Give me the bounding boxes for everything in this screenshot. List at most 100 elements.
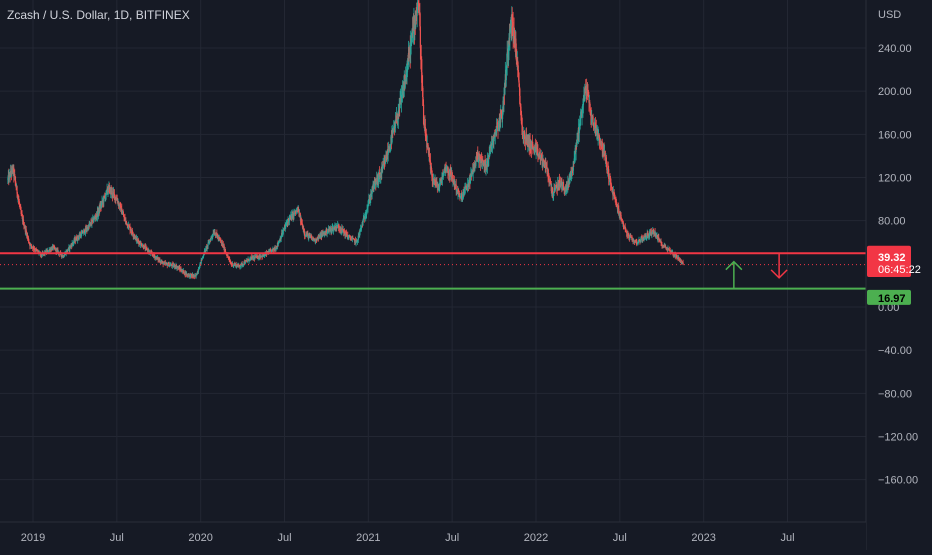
candle-body xyxy=(466,186,468,190)
candle-body xyxy=(203,254,205,256)
candle-body xyxy=(143,245,145,249)
candle-body xyxy=(275,249,277,251)
candle-body xyxy=(77,235,79,241)
candle-body xyxy=(458,193,461,195)
candle-body xyxy=(315,239,317,241)
candle-body xyxy=(682,262,684,265)
candle-body xyxy=(614,199,617,201)
candle-body xyxy=(35,249,37,250)
candle-body xyxy=(106,188,109,192)
candle-body xyxy=(547,175,550,180)
candle-body xyxy=(627,233,629,236)
candle-body xyxy=(228,258,230,259)
candle-body xyxy=(569,178,571,182)
candle-body xyxy=(167,264,169,266)
candle-body xyxy=(636,241,638,243)
candle-body xyxy=(481,159,483,162)
candle-body xyxy=(660,241,662,243)
candle-body xyxy=(201,258,203,260)
candle-body xyxy=(213,232,215,235)
candle-body xyxy=(339,228,341,230)
candle-body xyxy=(655,235,658,238)
candle-body xyxy=(632,238,634,241)
candle-body xyxy=(524,139,526,141)
candle-body xyxy=(255,255,257,258)
candle-body xyxy=(230,263,233,265)
candle-body xyxy=(360,227,362,229)
candle-body xyxy=(310,236,313,238)
candle-body xyxy=(555,185,557,189)
candle-body xyxy=(461,195,463,197)
candle-body xyxy=(22,219,25,226)
candle-body xyxy=(205,247,207,252)
candle-body xyxy=(415,13,417,16)
candle-body xyxy=(126,222,128,226)
candle-body xyxy=(515,54,517,61)
candle-body xyxy=(625,231,627,233)
candle-body xyxy=(180,269,182,271)
candle-body xyxy=(21,214,23,217)
candle-body xyxy=(250,256,252,258)
candle-body xyxy=(34,249,36,251)
candle-body xyxy=(298,211,300,217)
candle-body xyxy=(654,231,656,237)
support-badge: 16.97 xyxy=(867,289,911,305)
candle-body xyxy=(132,234,134,236)
candle-body xyxy=(151,254,154,256)
candle-body xyxy=(518,86,521,96)
candle-body xyxy=(630,236,632,238)
candle-body xyxy=(93,220,95,222)
candle-body xyxy=(618,208,620,215)
candle-body xyxy=(586,89,588,94)
candle-body xyxy=(419,26,421,48)
candle-body xyxy=(304,235,307,237)
candle-body xyxy=(421,82,423,86)
candle-body xyxy=(661,243,663,247)
candle-body xyxy=(552,192,554,196)
candle-body xyxy=(534,147,536,153)
candle-body xyxy=(410,38,412,43)
candle-body xyxy=(264,254,266,256)
candle-body xyxy=(424,123,426,128)
candle-body xyxy=(162,261,164,263)
candle-body xyxy=(349,237,352,240)
candle-body xyxy=(499,117,501,125)
candle-body xyxy=(91,219,93,225)
candle-body xyxy=(408,53,410,55)
candle-body xyxy=(571,167,574,170)
candle-body xyxy=(112,192,114,196)
candle-body xyxy=(229,260,231,263)
candle-body xyxy=(446,169,448,170)
candle-body xyxy=(427,145,429,149)
candle-body xyxy=(196,271,199,275)
candle-body xyxy=(127,227,129,229)
candle-body xyxy=(517,65,519,73)
candle-body xyxy=(566,186,568,191)
candle-body xyxy=(613,193,615,196)
candle-body xyxy=(617,207,619,209)
candle-body xyxy=(431,171,433,177)
candle-body xyxy=(328,229,330,230)
time-axis[interactable] xyxy=(0,522,866,550)
candle-body xyxy=(280,236,282,240)
candle-body xyxy=(592,123,595,127)
candle-body xyxy=(137,240,139,242)
candle-body xyxy=(609,175,611,180)
candle-body xyxy=(88,224,90,230)
candle-body xyxy=(428,148,430,156)
candle-body xyxy=(274,248,276,250)
candle-body xyxy=(316,237,319,241)
candle-body xyxy=(7,178,9,180)
candle-body xyxy=(634,241,636,243)
candle-body xyxy=(393,126,395,132)
candle-body xyxy=(624,226,626,229)
candle-body xyxy=(140,242,142,245)
candle-body xyxy=(584,88,586,90)
candle-body xyxy=(509,28,511,38)
candle-body xyxy=(55,249,58,252)
candle-body xyxy=(260,256,263,258)
candle-body xyxy=(287,218,289,224)
